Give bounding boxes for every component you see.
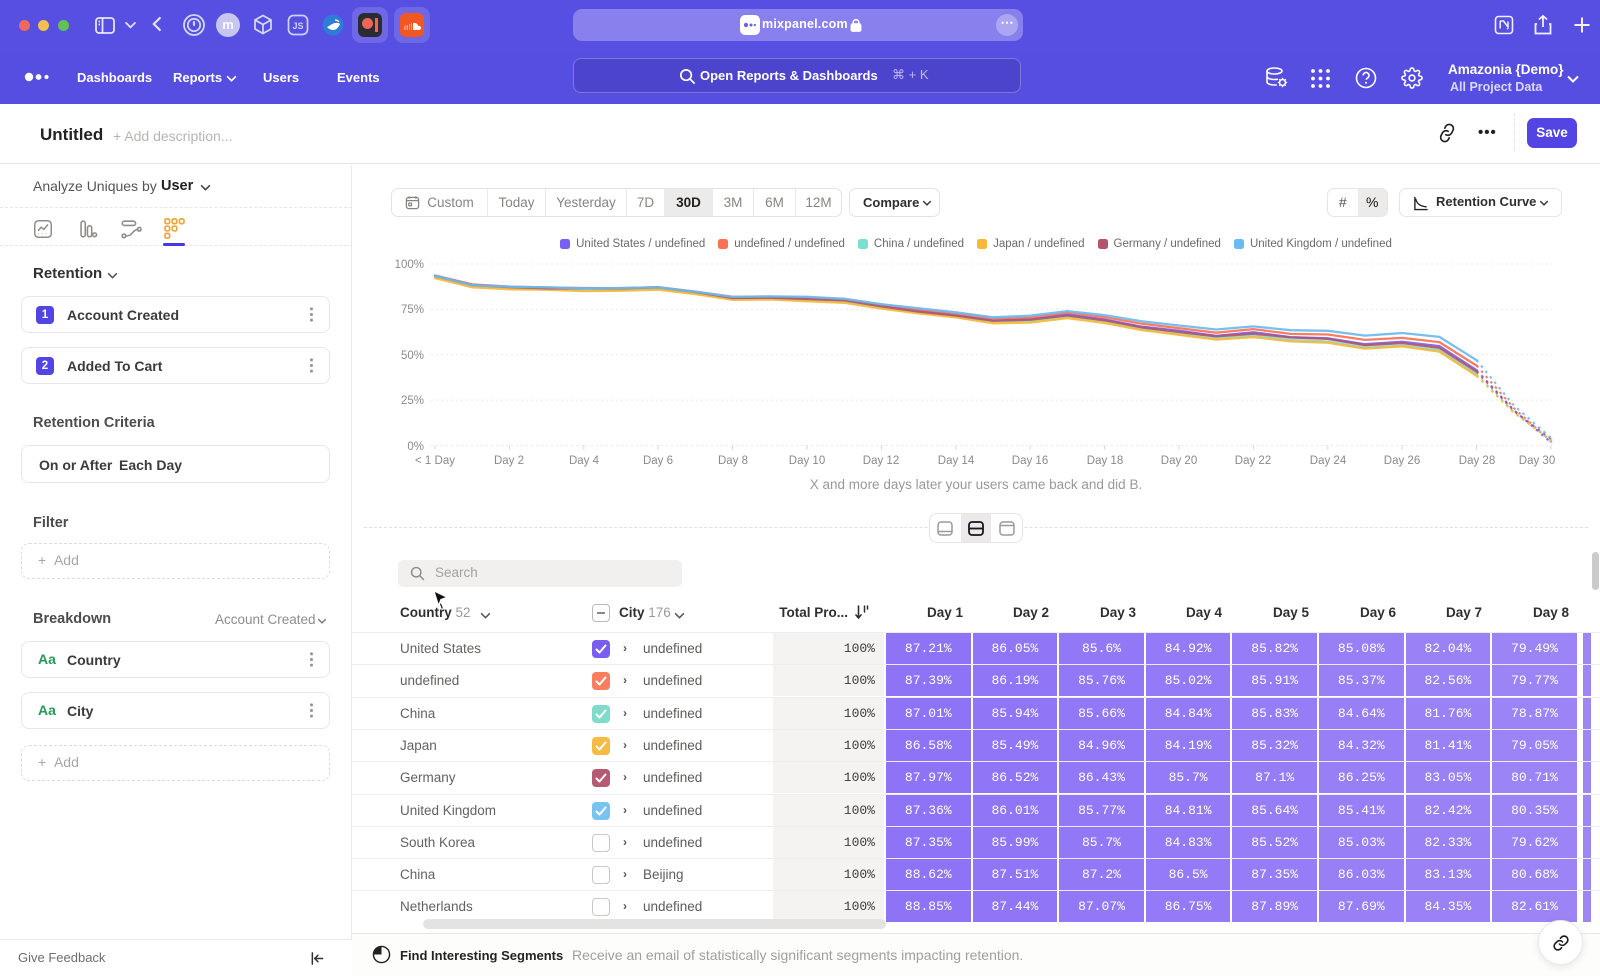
svg-text:Day 8: Day 8 — [718, 455, 748, 467]
svg-text:75%: 75% — [401, 304, 424, 316]
svg-text:< 1 Day: < 1 Day — [415, 455, 455, 467]
svg-text:Day 18: Day 18 — [1087, 455, 1123, 467]
svg-text:Day 12: Day 12 — [863, 455, 899, 467]
svg-text:25%: 25% — [401, 395, 424, 407]
svg-text:100%: 100% — [395, 259, 424, 271]
svg-text:Day 22: Day 22 — [1235, 455, 1271, 467]
svg-text:JS: JS — [292, 21, 303, 31]
svg-text:50%: 50% — [401, 350, 424, 362]
svg-text:Day 26: Day 26 — [1384, 455, 1420, 467]
svg-text:Day 10: Day 10 — [789, 455, 825, 467]
svg-text:Day 6: Day 6 — [643, 455, 673, 467]
svg-text:0%: 0% — [407, 441, 424, 453]
svg-text:Day 28: Day 28 — [1459, 455, 1495, 467]
svg-text:Day 20: Day 20 — [1161, 455, 1197, 467]
svg-text:Day 4: Day 4 — [569, 455, 600, 467]
svg-text:Day 14: Day 14 — [938, 455, 975, 467]
svg-text:Day 30: Day 30 — [1519, 455, 1555, 467]
svg-text:Day 16: Day 16 — [1012, 455, 1048, 467]
svg-text:Day 24: Day 24 — [1310, 455, 1347, 467]
svg-text:Day 2: Day 2 — [494, 455, 524, 467]
